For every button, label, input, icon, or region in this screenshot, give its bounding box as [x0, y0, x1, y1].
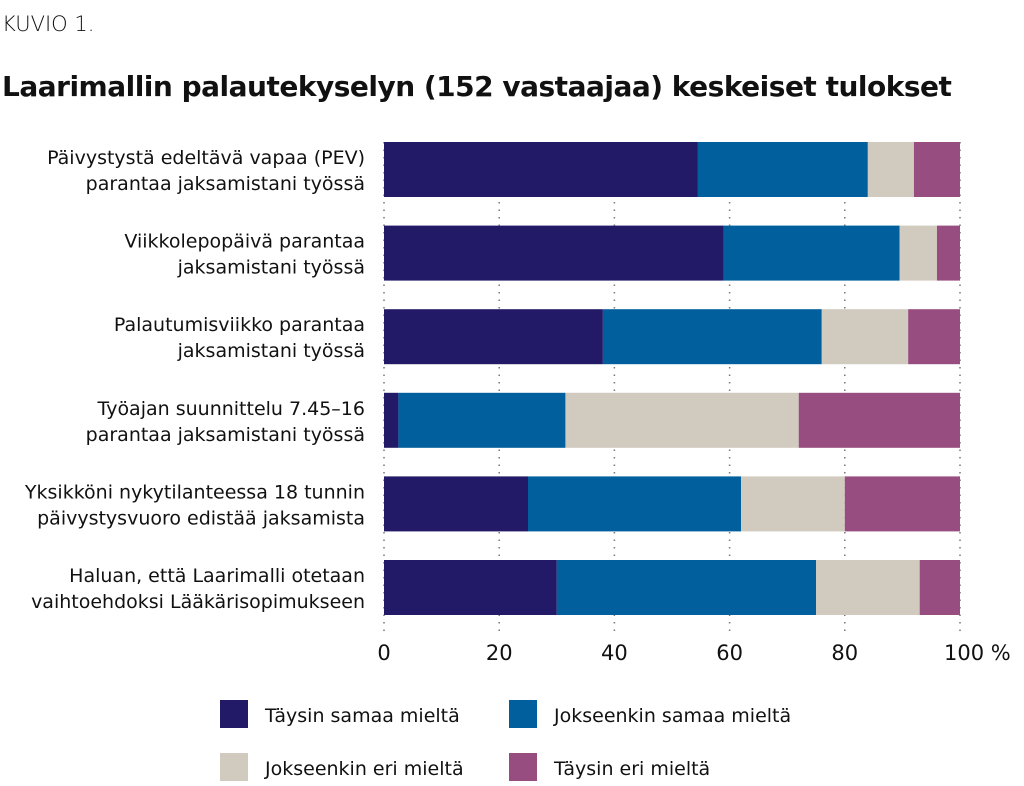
category-label: päivystysvuoro edistää jaksamista	[37, 507, 365, 529]
legend-swatch	[509, 753, 537, 781]
legend-swatch	[509, 700, 537, 728]
bar-segment	[741, 476, 845, 532]
bar-segment	[867, 142, 914, 197]
category-label: jaksamistani työssä	[177, 257, 365, 279]
legend-swatch	[220, 700, 248, 728]
x-tick-label: 60	[716, 641, 743, 665]
bar-segment	[821, 309, 909, 365]
category-label: Päivystystä edeltävä vapaa (PEV)	[47, 147, 365, 169]
bar-segment	[384, 560, 557, 615]
legend-label: Täysin samaa mieltä	[264, 705, 460, 727]
legend-swatch	[220, 753, 248, 781]
category-label: jaksamistani työssä	[177, 340, 365, 362]
bar-segment	[816, 560, 920, 615]
bar-segment	[899, 225, 937, 281]
bar-segment	[844, 476, 960, 532]
category-label: Työajan suunnittelu 7.45–16	[97, 398, 365, 420]
category-label: vaihtoehdoksi Lääkärisopimukseen	[31, 591, 365, 613]
bar-segment	[602, 309, 822, 365]
figure-label: KUVIO 1.	[2, 12, 95, 36]
category-label: Haluan, että Laarimalli otetaan	[69, 565, 365, 587]
category-label: Viikkolepopäivä parantaa	[124, 231, 365, 253]
bar-segment	[723, 225, 900, 281]
bar-segment	[908, 309, 960, 365]
category-label: parantaa jaksamistani työssä	[86, 173, 365, 195]
bar-segment	[697, 142, 868, 197]
bar-segment	[384, 309, 603, 365]
x-tick-label: 80	[831, 641, 858, 665]
bar-segment	[398, 392, 566, 448]
bar-segment	[936, 225, 960, 281]
legend-label: Jokseenkin eri mieltä	[264, 758, 464, 780]
bar-segment	[384, 225, 724, 281]
bar-segment	[913, 142, 960, 197]
bar-segment	[556, 560, 816, 615]
x-tick-label: 100 %	[944, 641, 1011, 665]
category-label: parantaa jaksamistani työssä	[86, 424, 365, 446]
legend-label: Jokseenkin samaa mieltä	[553, 705, 791, 727]
x-tick-label: 20	[486, 641, 513, 665]
bar-segment	[384, 142, 698, 197]
bar-segment	[798, 392, 960, 448]
bar-segment	[384, 476, 528, 532]
bar-segment	[565, 392, 799, 448]
bar-segment	[528, 476, 742, 532]
x-tick-label: 40	[601, 641, 628, 665]
bar-segment	[919, 560, 960, 615]
category-label: Palautumisviikko parantaa	[114, 314, 365, 336]
x-tick-label: 0	[377, 641, 390, 665]
bar-segment	[384, 392, 399, 448]
category-label: Yksikköni nykytilanteessa 18 tunnin	[24, 481, 365, 503]
chart-title: Laarimallin palautekyselyn (152 vastaaja…	[2, 70, 952, 103]
legend-label: Täysin eri mieltä	[553, 758, 710, 780]
